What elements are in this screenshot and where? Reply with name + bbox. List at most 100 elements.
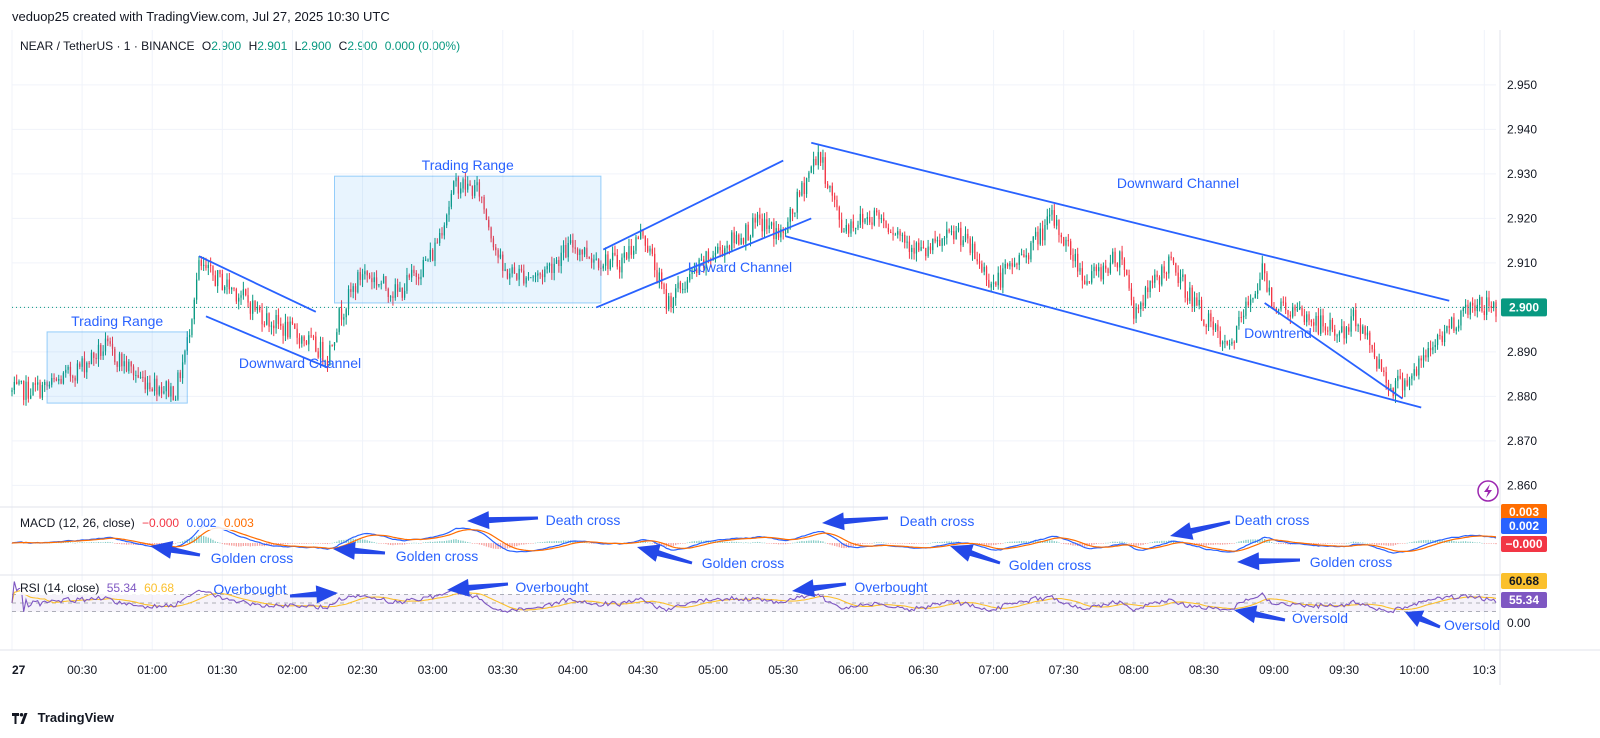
- candle: [789, 206, 791, 230]
- candle: [726, 240, 728, 255]
- candle-body: [679, 282, 682, 290]
- rsi-title[interactable]: RSI (14, close): [20, 581, 100, 595]
- candle-body: [1039, 228, 1041, 245]
- candle: [742, 237, 745, 245]
- candle: [144, 370, 146, 394]
- macd-histogram-bar: [1016, 541, 1018, 543]
- candle: [448, 200, 450, 222]
- macd-histogram-bar: [752, 542, 754, 543]
- candle: [361, 268, 364, 288]
- candle: [1063, 236, 1065, 247]
- candle: [1331, 317, 1334, 333]
- candle-body: [284, 321, 287, 336]
- candle: [887, 223, 890, 235]
- candle-body: [1006, 264, 1009, 267]
- candle: [116, 361, 118, 373]
- macd-histogram-bar: [455, 539, 457, 543]
- candle-body: [312, 336, 315, 338]
- macd-title[interactable]: MACD (12, 26, close): [20, 516, 135, 530]
- macd-histogram-bar: [857, 543, 859, 546]
- candle-body: [474, 185, 476, 196]
- candle-body: [460, 188, 462, 194]
- macd-histogram-bar: [1161, 540, 1163, 543]
- macd-histogram-bar: [534, 542, 537, 544]
- macd-histogram-bar: [726, 541, 728, 543]
- candle-body: [205, 264, 207, 269]
- macd-annotation-label: Golden cross: [211, 550, 293, 566]
- candle-body: [530, 277, 532, 279]
- candle-body: [338, 308, 340, 333]
- macd-histogram-bar: [1476, 542, 1478, 544]
- macd-histogram-bar: [97, 541, 100, 543]
- macd-histogram-bar: [172, 543, 174, 544]
- candle: [158, 385, 160, 397]
- candle: [319, 336, 322, 363]
- candle: [530, 277, 532, 279]
- candle-body: [490, 227, 492, 239]
- candle: [1413, 363, 1415, 381]
- candle: [527, 272, 530, 281]
- candle: [906, 235, 908, 249]
- candle: [663, 282, 665, 295]
- candle-body: [62, 372, 65, 384]
- candle: [567, 236, 569, 262]
- candle: [859, 205, 861, 228]
- macd-histogram-bar: [1018, 541, 1020, 543]
- candle: [1030, 240, 1032, 263]
- candle-body: [857, 224, 859, 228]
- candle-body: [1259, 279, 1261, 291]
- candle: [946, 221, 948, 245]
- candle-body: [574, 247, 576, 249]
- candle: [824, 152, 826, 189]
- macd-histogram-bar: [513, 543, 516, 547]
- candle: [1119, 250, 1121, 276]
- macd-histogram-bar: [280, 543, 282, 545]
- candle: [759, 207, 761, 226]
- candle: [25, 375, 27, 406]
- candle-body: [102, 351, 104, 356]
- candle: [654, 247, 656, 278]
- candle: [950, 225, 953, 236]
- tradingview-logo-icon: [12, 713, 28, 725]
- candle: [948, 228, 950, 234]
- candle: [1002, 262, 1004, 294]
- macd-histogram-bar: [434, 541, 436, 543]
- macd-histogram-bar: [1322, 543, 1324, 544]
- macd-histogram-bar: [843, 543, 845, 549]
- macd-histogram-bar: [801, 540, 803, 543]
- candle-body: [1460, 311, 1462, 326]
- macd-histogram-bar: [224, 543, 226, 545]
- candle-body: [689, 274, 691, 281]
- candle-body: [946, 229, 948, 238]
- candle: [1453, 313, 1455, 334]
- candle: [385, 276, 387, 292]
- candle-body: [144, 377, 146, 390]
- candle: [1154, 269, 1156, 288]
- macd-histogram-bar: [1448, 540, 1450, 543]
- tradingview-footer[interactable]: TradingView: [12, 710, 114, 725]
- candle-body: [527, 277, 530, 279]
- attribution-header: veduop25 created with TradingView.com, J…: [12, 9, 390, 24]
- candle: [955, 226, 957, 240]
- candle-body: [901, 234, 904, 236]
- macd-histogram-bar: [214, 541, 216, 543]
- trading-range-label: Trading Range: [422, 157, 514, 173]
- candle-body: [911, 247, 913, 252]
- macd-histogram-bar: [520, 543, 523, 545]
- candle-body: [628, 246, 630, 259]
- macd-histogram-bar: [483, 543, 485, 546]
- candle-body: [1357, 324, 1359, 327]
- candle-body: [1439, 335, 1441, 337]
- candle-body: [848, 225, 850, 234]
- candle: [1023, 250, 1025, 258]
- candle-body: [1182, 274, 1184, 278]
- candle-body: [1074, 253, 1076, 262]
- macd-histogram-bar: [1009, 541, 1011, 543]
- candle-body: [675, 288, 677, 298]
- macd-histogram-bar: [803, 541, 805, 543]
- macd-histogram-bar: [1224, 543, 1226, 545]
- candle: [647, 238, 649, 253]
- symbol-name[interactable]: NEAR / TetherUS · 1 · BINANCE: [20, 39, 195, 53]
- macd-histogram-bar: [1467, 541, 1469, 543]
